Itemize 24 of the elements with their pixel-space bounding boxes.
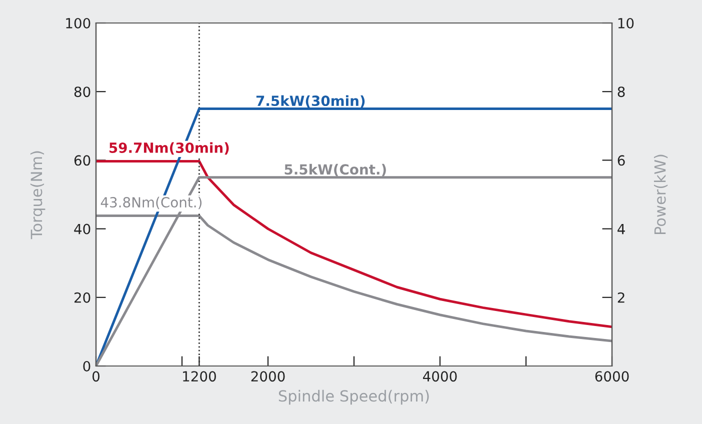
y-axis-title: Torque(Nm) (30, 151, 46, 240)
line-series (96, 160, 612, 328)
y-tick-label: 40 (74, 224, 90, 234)
series-label: 5.5kW(Cont.) (284, 164, 386, 176)
y2-tick-label: 10 (618, 18, 634, 28)
y2-tick-label: 8 (618, 86, 625, 98)
y2-tick-label: 4 (618, 224, 625, 234)
x-tick-label: 2000 (251, 371, 285, 382)
series-label: 43.8Nm(Cont.) (100, 196, 202, 210)
y-tick-label: 60 (74, 155, 90, 166)
x-tick-label: 4000 (423, 371, 457, 382)
y-tick-label: 100 (66, 18, 90, 28)
y2-tick-label: 6 (618, 155, 625, 166)
y-tick-label: 0 (83, 360, 90, 372)
x-tick-label: 0 (92, 371, 100, 382)
y-tick-label: 20 (74, 292, 90, 303)
x-axis-title: Spindle Speed(rpm) (278, 390, 429, 405)
series-label: 59.7Nm(30min) (109, 142, 229, 155)
series-label: 7.5kW(30min) (256, 95, 365, 108)
x-tick-label: 1200 (183, 371, 216, 382)
x-tick-label: 6000 (595, 371, 629, 382)
y-tick-label: 80 (74, 86, 90, 98)
y2-tick-label: 2 (618, 292, 624, 303)
y2-axis-title: Power(kW) (654, 154, 668, 234)
